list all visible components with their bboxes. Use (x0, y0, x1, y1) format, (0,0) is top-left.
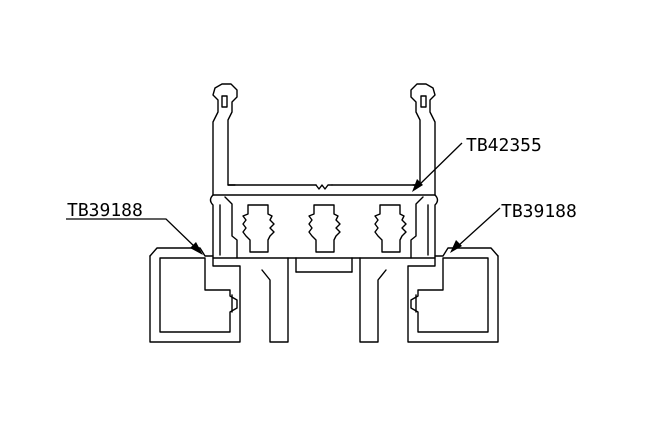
leader-left (66, 218, 203, 255)
label-right-part-number: TB39188 (501, 201, 577, 222)
label-left-part-number: TB39188 (67, 200, 143, 221)
screw-slot-right (374, 204, 407, 253)
center-body (209, 194, 439, 343)
screw-slot-center (308, 204, 341, 253)
left-hook-arm (212, 83, 238, 196)
left-chamber (149, 247, 241, 343)
right-chamber (407, 247, 499, 343)
right-hook-arm (410, 83, 436, 196)
top-crossbar (212, 184, 436, 196)
leader-right (450, 207, 501, 253)
screw-slot-left (242, 204, 275, 253)
label-top-part-number: TB42355 (466, 135, 542, 156)
leader-top-right (412, 142, 463, 192)
